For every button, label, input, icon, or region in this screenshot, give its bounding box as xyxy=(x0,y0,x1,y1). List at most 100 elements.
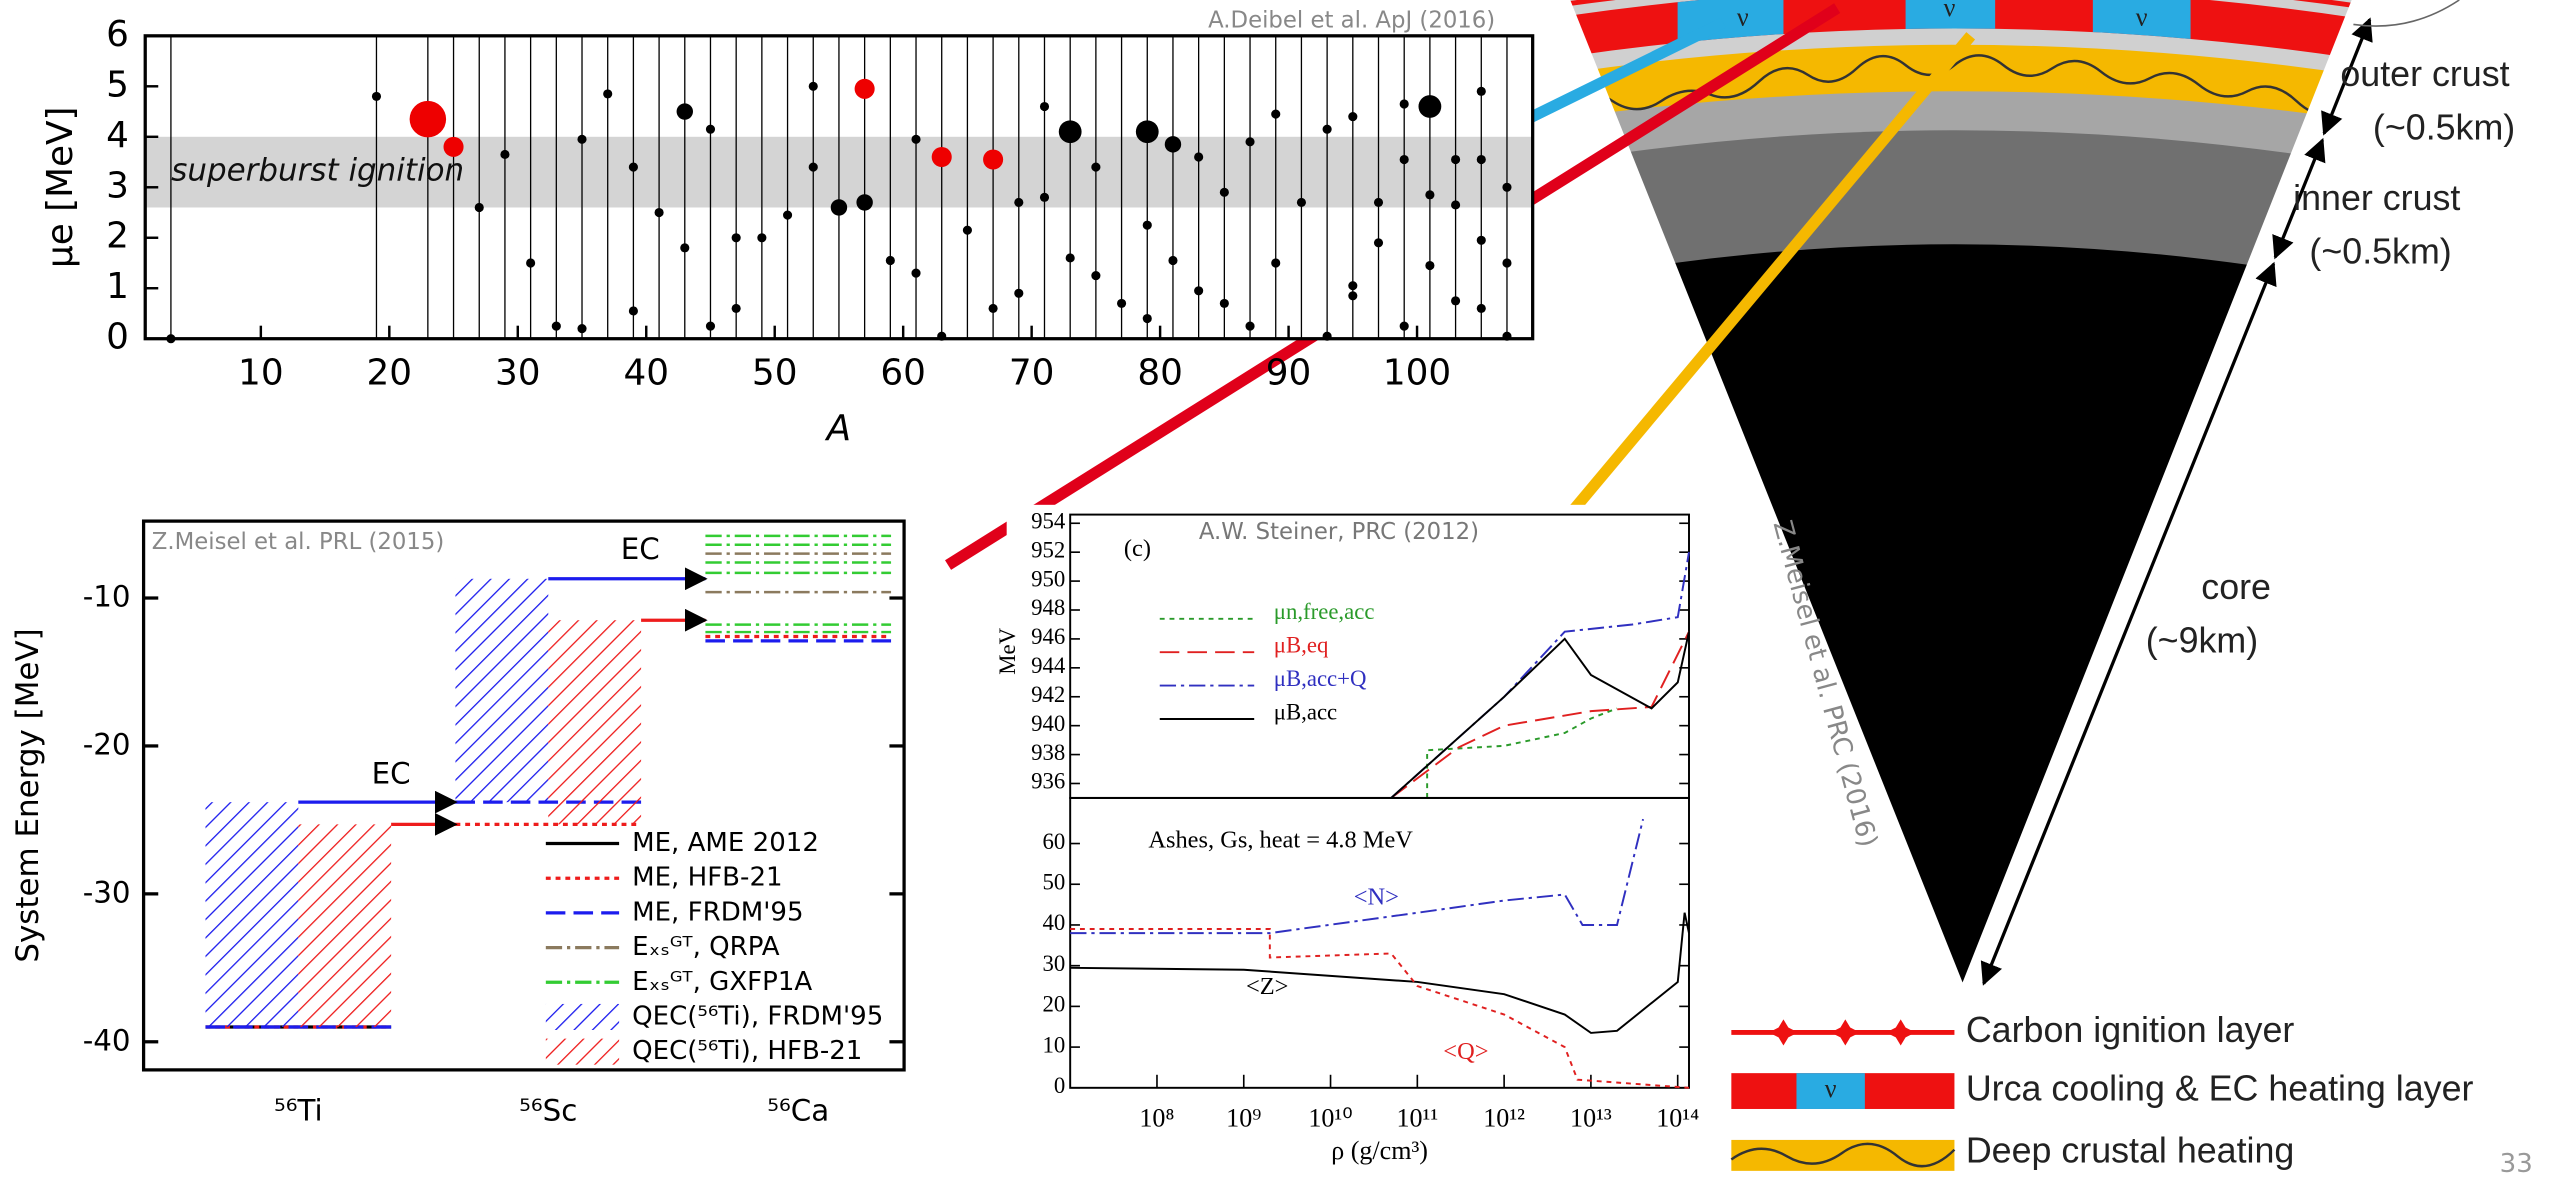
point xyxy=(1373,197,1384,207)
x-tick-label: ⁵⁶Ti xyxy=(274,1094,323,1128)
x-tick-label: 10¹¹ xyxy=(1396,1103,1438,1132)
q-box xyxy=(455,578,549,803)
citation: A.W. Steiner, PRC (2012) xyxy=(1199,519,1479,545)
x-tick-label: ⁵⁶Sc xyxy=(519,1094,577,1128)
point xyxy=(1194,286,1204,296)
x-axis-label: ρ (g/cm³) xyxy=(1331,1136,1428,1165)
point xyxy=(962,225,972,235)
series-line xyxy=(1070,928,1690,1089)
point xyxy=(1476,154,1486,165)
legend-label: μB,acc+Q xyxy=(1274,666,1367,691)
point xyxy=(1322,331,1332,341)
x-tick-label: 40 xyxy=(623,353,669,394)
y-tick-label: 938 xyxy=(1031,740,1065,765)
point xyxy=(628,306,638,316)
y-tick-label: 4 xyxy=(106,115,129,156)
y-tick-label: 944 xyxy=(1031,653,1066,678)
point xyxy=(1117,298,1127,308)
point xyxy=(1142,313,1152,324)
y-tick-label: 0 xyxy=(1054,1073,1065,1098)
layer-label: inner crust xyxy=(2293,178,2460,218)
series-line xyxy=(1070,818,1645,935)
y-tick-label: 50 xyxy=(1043,869,1066,894)
y-tick-label: -30 xyxy=(83,875,131,909)
urca-symbol: ν xyxy=(1737,3,1749,32)
point xyxy=(1091,162,1101,172)
series-label: <N> xyxy=(1354,884,1399,911)
legend-label: ME, AME 2012 xyxy=(632,828,819,858)
legend-label: μB,eq xyxy=(1274,633,1329,658)
legend-label: Deep crustal heating xyxy=(1966,1130,2295,1170)
layer-label: core xyxy=(2201,567,2271,607)
legend-label: QEC(⁵⁶Ti), FRDM'95 xyxy=(632,1001,883,1031)
series-line xyxy=(1426,707,1618,798)
point xyxy=(1014,288,1024,298)
point xyxy=(1399,321,1409,331)
point xyxy=(808,162,818,172)
x-tick-label: 30 xyxy=(495,353,541,394)
point xyxy=(474,202,484,213)
point xyxy=(1245,137,1255,147)
y-tick-label: 6 xyxy=(106,14,129,55)
point xyxy=(931,146,952,168)
diagram-legend: ν Carbon ignition layer Urca cooling & E… xyxy=(1730,1010,2474,1171)
point xyxy=(1245,321,1255,331)
q-box xyxy=(298,824,392,1027)
point xyxy=(577,324,587,334)
point xyxy=(731,233,741,243)
x-tick-label: 20 xyxy=(367,353,413,394)
q-box xyxy=(548,620,642,825)
band-label: superburst ignition xyxy=(171,153,464,189)
point xyxy=(166,334,176,344)
point xyxy=(1399,154,1409,165)
y-tick-label: -10 xyxy=(83,580,131,614)
y-axis-label: MeV xyxy=(995,627,1020,674)
legend-swatch xyxy=(545,1038,620,1065)
point xyxy=(705,124,716,134)
y-axis-label: μe [MeV] xyxy=(40,106,81,268)
x-tick-label: 100 xyxy=(1383,353,1451,394)
leader-line xyxy=(1562,32,1976,522)
y-tick-label: 940 xyxy=(1031,711,1065,736)
point xyxy=(937,331,947,341)
legend-label: Eₓₛᴳᵀ, QRPA xyxy=(632,932,780,962)
point xyxy=(983,149,1004,170)
x-tick-label: 70 xyxy=(1009,353,1055,394)
point xyxy=(1476,86,1486,96)
legend-label: μn,free,acc xyxy=(1274,599,1375,624)
y-tick-label: 5 xyxy=(106,64,129,105)
point xyxy=(988,303,998,313)
layer-depth: (~9km) xyxy=(2146,621,2258,661)
y-tick-label: 40 xyxy=(1043,910,1066,935)
point xyxy=(808,81,818,91)
y-tick-label: 952 xyxy=(1031,537,1065,562)
point xyxy=(1091,271,1101,281)
leader-line xyxy=(1528,17,1726,123)
legend-label: Eₓₛᴳᵀ, GXFP1A xyxy=(632,967,812,997)
x-tick-label: 60 xyxy=(880,353,926,394)
x-tick-label: ⁵⁶Ca xyxy=(767,1094,829,1128)
legend-label: Carbon ignition layer xyxy=(1966,1010,2295,1050)
layer-depth: (~0.5km) xyxy=(2309,232,2451,272)
series-line xyxy=(1070,912,1690,1034)
series-label: <Q> xyxy=(1443,1038,1488,1065)
plot-frame xyxy=(1069,796,1690,1089)
point xyxy=(1219,298,1229,308)
point xyxy=(628,162,638,172)
point xyxy=(551,321,561,331)
x-tick-label: 10¹⁴ xyxy=(1656,1103,1699,1132)
urca-symbol: ν xyxy=(2136,3,2148,32)
point xyxy=(757,233,767,243)
annotation: EC xyxy=(372,757,411,791)
legend-label: Urca cooling & EC heating layer xyxy=(1966,1069,2474,1109)
point xyxy=(526,258,536,268)
legend-label: ME, HFB-21 xyxy=(632,863,782,893)
legend-label: μB,acc xyxy=(1274,699,1337,724)
y-tick-label: 2 xyxy=(106,216,129,257)
point xyxy=(782,210,793,220)
series-label: <Z> xyxy=(1246,973,1288,1000)
point xyxy=(1194,152,1204,162)
page-number: 33 xyxy=(2500,1149,2533,1179)
legend-label: QEC(⁵⁶Ti), HFB-21 xyxy=(632,1036,862,1066)
